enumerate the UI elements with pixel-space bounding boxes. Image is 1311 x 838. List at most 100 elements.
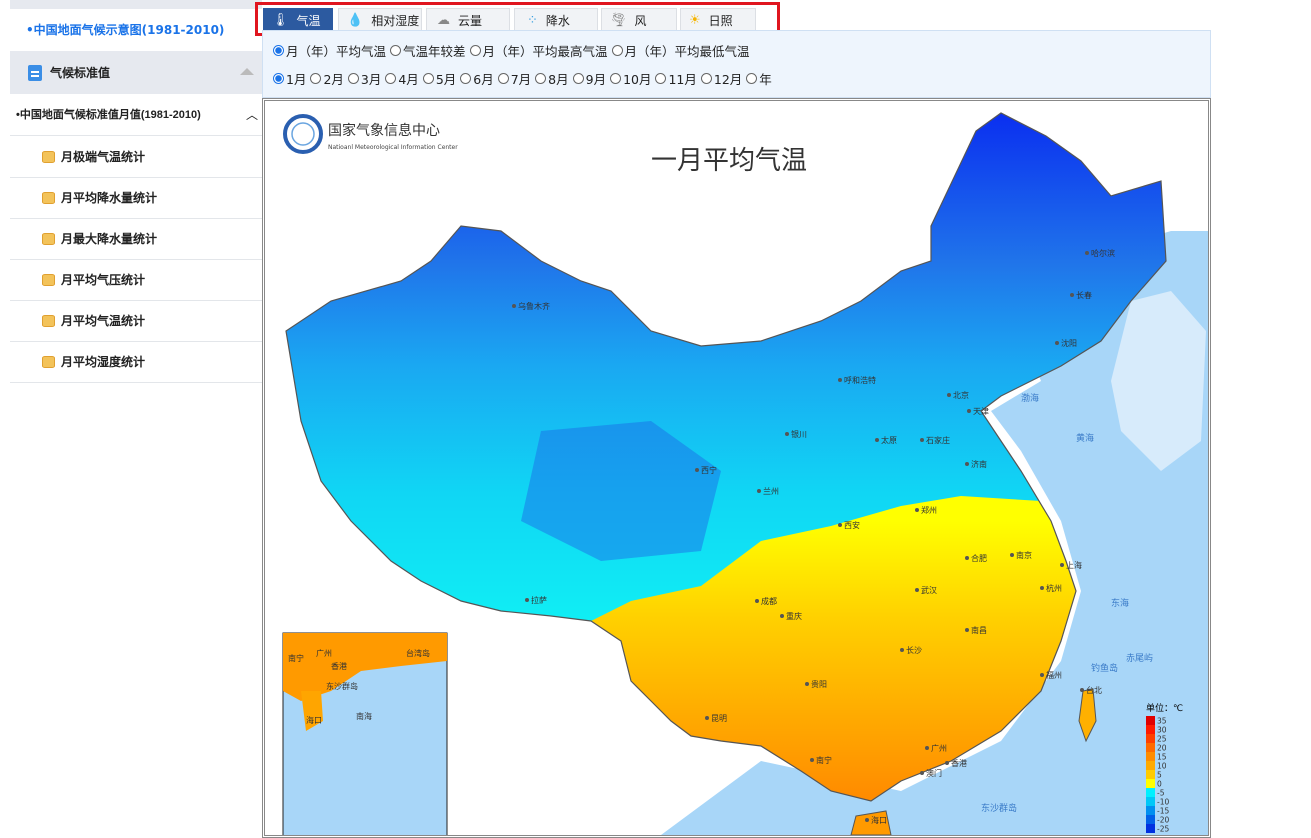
radio-label: 2月	[323, 72, 344, 87]
radio-month[interactable]: 11月	[655, 69, 697, 88]
sidebar-item[interactable]: 月平均气压统计	[10, 260, 262, 301]
options-panel: 月（年）平均气温 气温年较差 月（年）平均最高气温 月（年）平均最低气温 1月 2…	[262, 30, 1211, 98]
radio-month[interactable]: 1月	[273, 69, 306, 88]
legend-label: -20	[1157, 816, 1169, 825]
radio-label: 9月	[585, 72, 607, 87]
korea-peninsula	[1111, 291, 1206, 471]
city-dot	[512, 304, 516, 308]
legend-label: 30	[1157, 726, 1167, 735]
city-dot	[965, 628, 969, 632]
sun-icon: ☀	[689, 13, 701, 28]
radio-label: 7月	[510, 72, 532, 87]
tab-wind[interactable]: 🌪 风	[601, 8, 677, 33]
tab-precipitation[interactable]: ⁘ 降水	[514, 8, 598, 33]
item-label: 月平均降水量统计	[61, 190, 158, 205]
database-icon	[42, 274, 55, 286]
sidebar-item[interactable]: 月平均湿度统计	[10, 342, 262, 383]
inset-label: 台湾岛	[406, 648, 430, 658]
sidebar-subsection-monthly[interactable]: •中国地面气候标准值月值(1981-2010) ︿	[10, 94, 262, 136]
legend-label: -25	[1157, 825, 1169, 834]
city-dot	[1010, 553, 1014, 557]
legend-label: 5	[1157, 771, 1162, 780]
radio-month[interactable]: 6月	[460, 69, 494, 88]
city-label: 南京	[1016, 550, 1032, 560]
radio-month[interactable]: 12月	[700, 69, 742, 88]
radio-mean-temp[interactable]: 月（年）平均气温	[273, 41, 386, 60]
sidebar-item[interactable]: 月平均气温统计	[10, 301, 262, 342]
radio-month[interactable]: 10月	[610, 69, 651, 88]
city-dot	[915, 508, 919, 512]
climate-map: 国家气象信息中心 Natioanl Meteorological Informa…	[262, 98, 1211, 838]
legend-swatch	[1146, 761, 1155, 770]
legend-swatch	[1146, 806, 1155, 815]
tab-cloud[interactable]: ☁ 云量	[426, 8, 510, 33]
radio-annual-range[interactable]: 气温年较差	[390, 41, 466, 60]
sidebar-item[interactable]: 月极端气温统计	[10, 137, 262, 178]
radio-mean-min[interactable]: 月（年）平均最低气温	[611, 41, 750, 60]
legend-swatch	[1146, 815, 1155, 824]
city-label: 拉萨	[531, 595, 547, 605]
city-label: 石家庄	[926, 435, 950, 445]
city-label: 济南	[971, 459, 987, 469]
tab-label: 相对湿度	[371, 14, 420, 28]
legend-label: 20	[1157, 744, 1167, 753]
collapse-triangle-icon[interactable]	[240, 68, 254, 75]
radio-month[interactable]: 5月	[422, 69, 456, 88]
city-dot	[705, 716, 709, 720]
radio-label: 11月	[668, 72, 697, 87]
inset-label: 香港	[331, 661, 347, 671]
tab-label: 云量	[458, 14, 483, 28]
radio-month[interactable]: 3月	[347, 69, 381, 88]
radio-month[interactable]: 4月	[385, 69, 419, 88]
radio-label: 月（年）平均最低气温	[624, 44, 750, 59]
city-label: 北京	[953, 390, 969, 400]
taiwan	[1078, 688, 1097, 743]
legend-unit: 单位：℃	[1146, 702, 1183, 714]
chevron-up-icon[interactable]: ︿	[245, 108, 258, 122]
legend-swatch	[1146, 725, 1155, 734]
variable-radio-group: 月（年）平均气温 气温年较差 月（年）平均最高气温 月（年）平均最低气温	[273, 41, 754, 60]
city-label: 澳门	[926, 768, 942, 778]
sidebar-section-climate-normals[interactable]: 气候标准值	[10, 51, 262, 94]
legend-swatch	[1146, 770, 1155, 779]
logo: 国家气象信息中心 Natioanl Meteorological Informa…	[283, 114, 458, 154]
city-dot	[965, 462, 969, 466]
inset-label: 广州	[316, 648, 332, 658]
sidebar-item[interactable]: 月最大降水量统计	[10, 219, 262, 260]
sidebar-link-climate-map[interactable]: •中国地面气候示意图(1981-2010)	[26, 23, 225, 37]
item-label: 月极端气温统计	[61, 149, 146, 164]
sidebar-top-item[interactable]	[10, 0, 262, 9]
tab-sunshine[interactable]: ☀ 日照	[680, 8, 756, 33]
radio-month[interactable]: 8月	[535, 69, 569, 88]
radio-month[interactable]: 9月	[572, 69, 607, 88]
city-dot	[805, 682, 809, 686]
legend-label: 15	[1157, 753, 1167, 762]
legend-swatch	[1146, 734, 1155, 743]
radio-label: 4月	[398, 72, 419, 87]
city-label: 合肥	[971, 553, 987, 563]
item-label: 月最大降水量统计	[61, 231, 158, 246]
city-dot	[1085, 251, 1089, 255]
city-dot	[967, 409, 971, 413]
city-dot	[780, 614, 784, 618]
legend-label: 35	[1157, 717, 1167, 726]
city-dot	[900, 648, 904, 652]
city-label: 沈阳	[1061, 338, 1077, 348]
tibet-cold-patch	[521, 421, 721, 561]
sea-label: 钓鱼岛	[1091, 662, 1118, 674]
city-dot	[695, 468, 699, 472]
city-label: 长沙	[906, 645, 922, 655]
city-label: 海口	[871, 815, 887, 825]
tab-label: 气温	[296, 14, 321, 28]
city-dot	[810, 758, 814, 762]
sidebar-item[interactable]: 月平均降水量统计	[10, 178, 262, 219]
map-svg: 国家气象信息中心 Natioanl Meteorological Informa…	[282, 112, 1208, 835]
radio-month[interactable]: 7月	[497, 69, 532, 88]
city-label: 银川	[791, 429, 807, 439]
radio-month[interactable]: 2月	[310, 69, 344, 88]
legend-swatch	[1146, 716, 1155, 725]
wind-icon: 🌪	[610, 13, 627, 28]
radio-month[interactable]: 年	[746, 69, 772, 88]
radio-mean-max[interactable]: 月（年）平均最高气温	[469, 41, 608, 60]
radio-label: 气温年较差	[403, 44, 466, 59]
